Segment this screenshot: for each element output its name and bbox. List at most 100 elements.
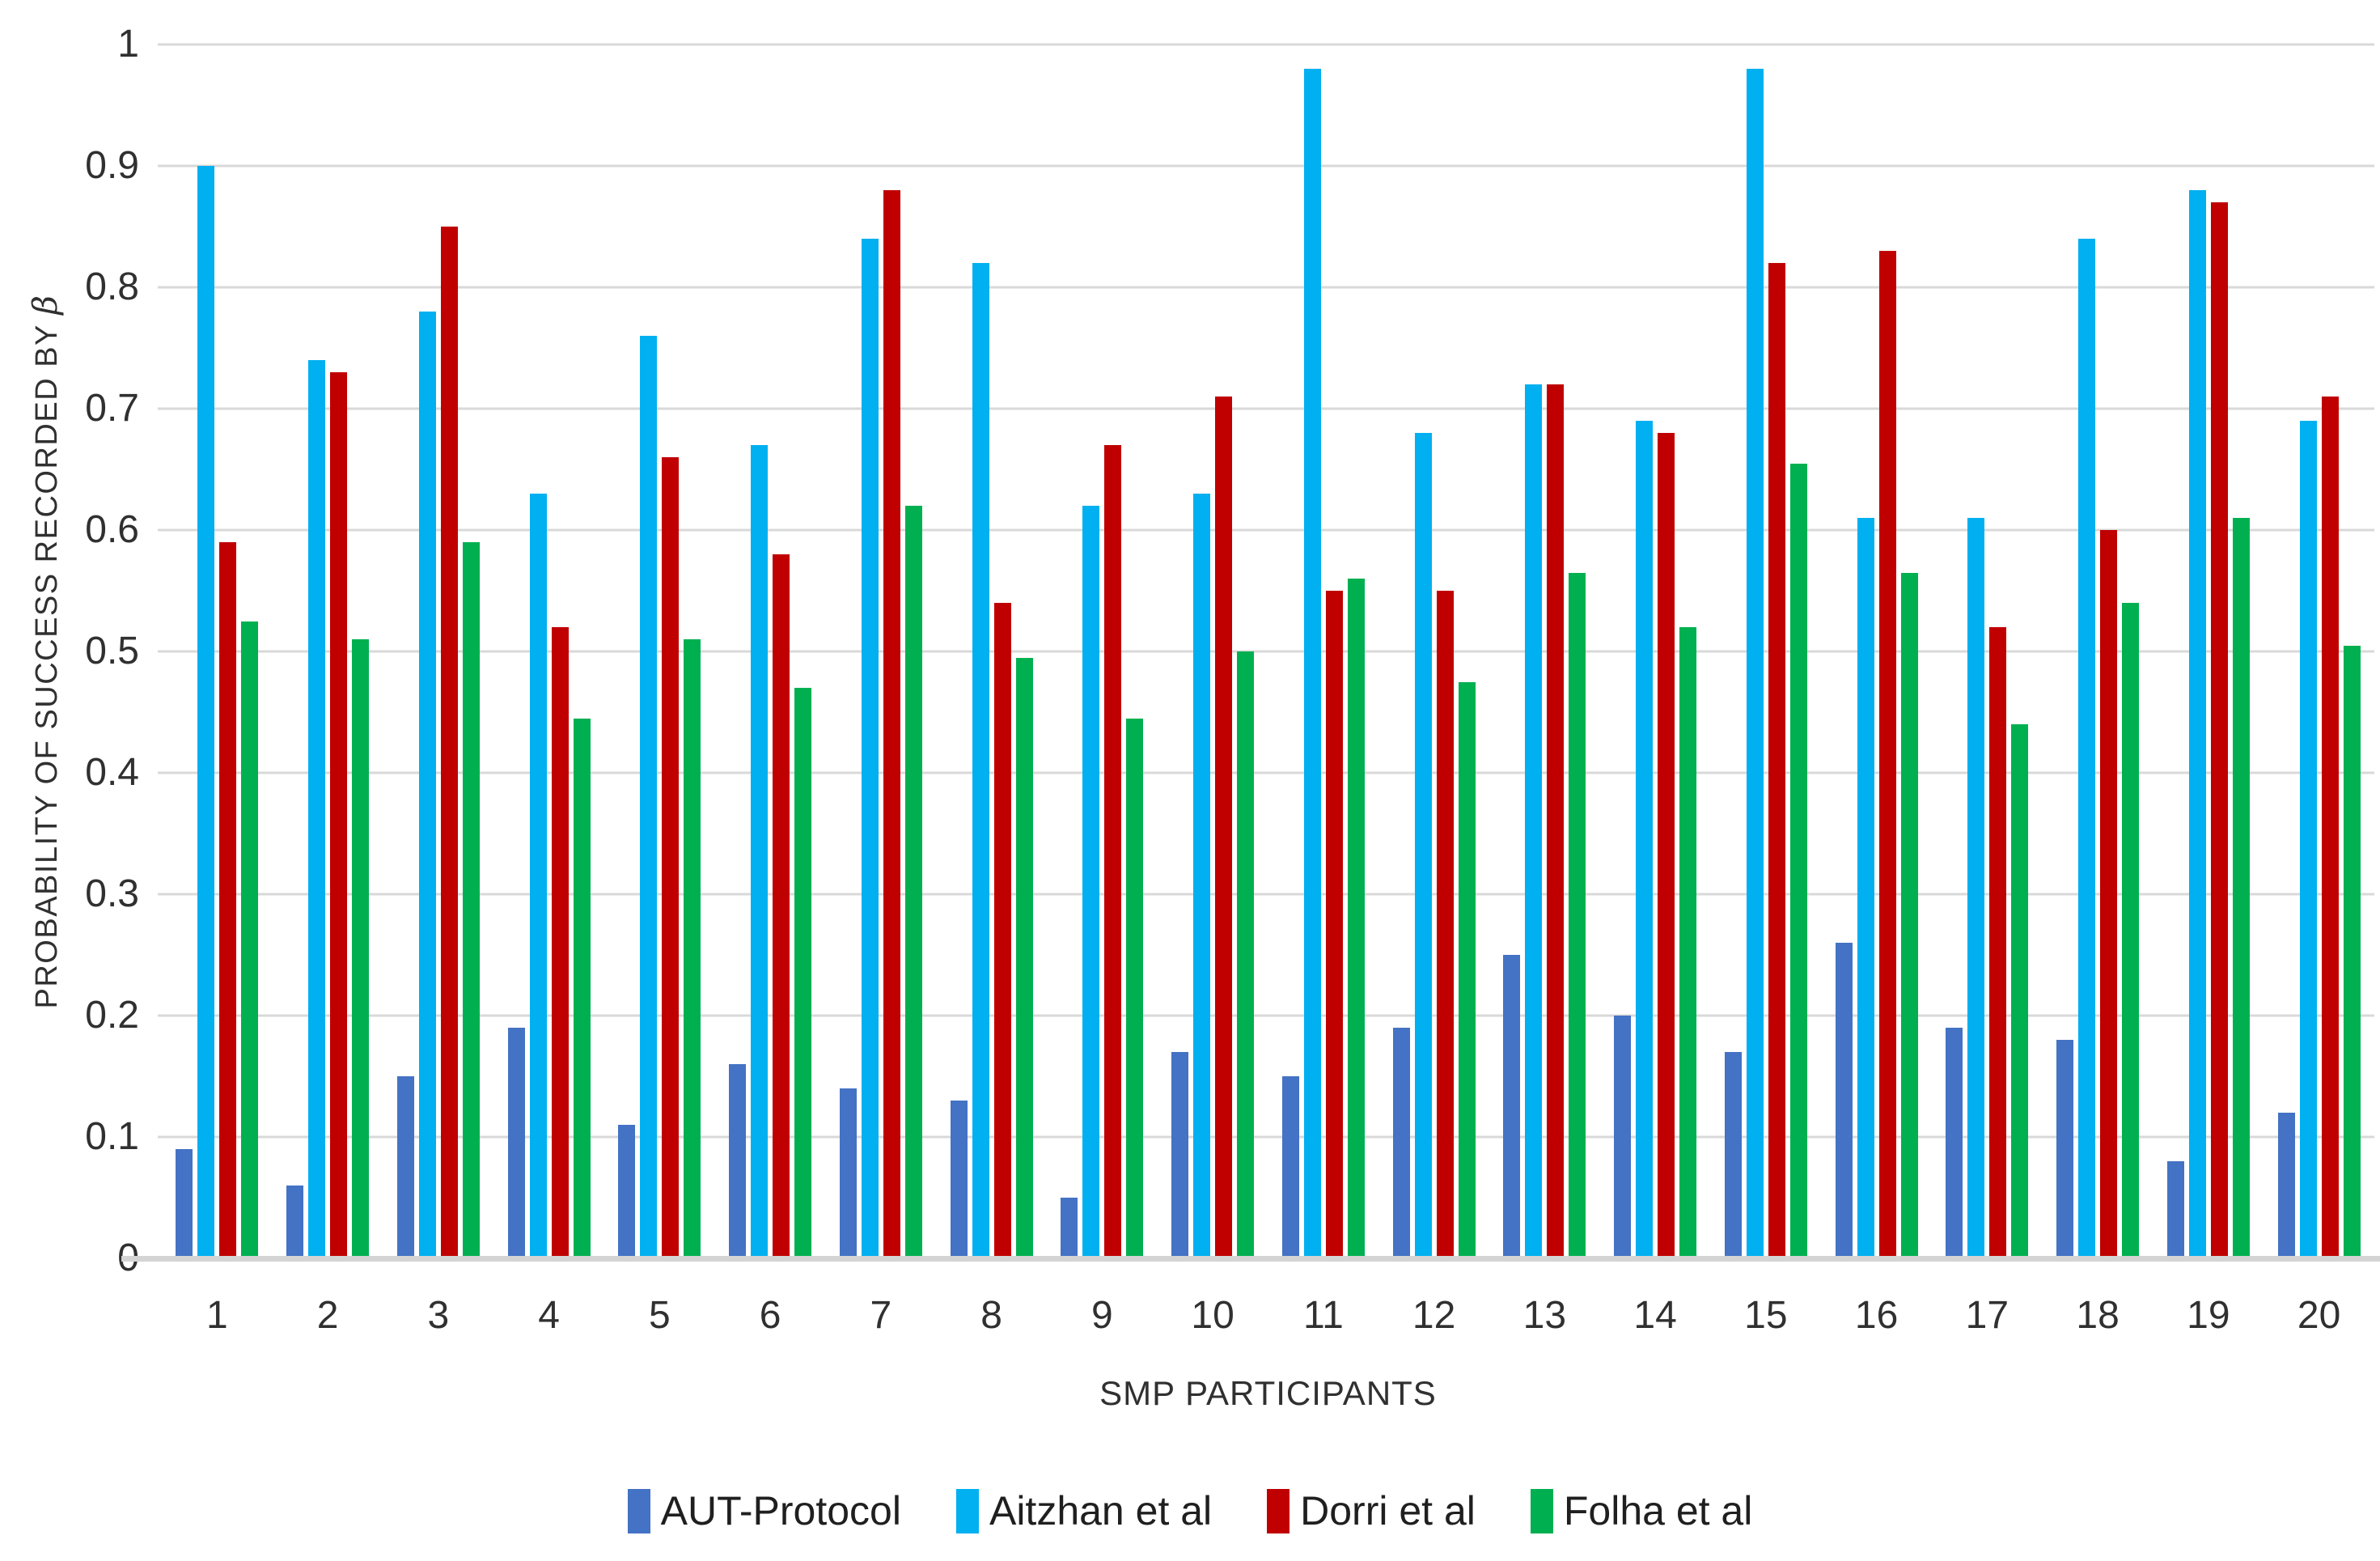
- bar-aut-protocol-participant-9: [1061, 1198, 1078, 1258]
- x-tick-label-17: 17: [1965, 1294, 2009, 1337]
- x-tick-label-7: 7: [870, 1294, 892, 1337]
- bar-folha-et-al-participant-3: [462, 542, 480, 1258]
- bar-folha-et-al-participant-19: [2232, 518, 2250, 1258]
- bar-aut-protocol-participant-12: [1392, 1028, 1410, 1258]
- bar-aitzhan-et-al-participant-2: [308, 360, 326, 1258]
- legend-label-dorri-et-al: Dorri et al: [1300, 1488, 1476, 1533]
- bar-group-15: [1711, 45, 1822, 1258]
- bar-folha-et-al-participant-8: [1015, 657, 1033, 1258]
- x-tick-label-12: 12: [1412, 1294, 1456, 1337]
- bar-aitzhan-et-al-participant-15: [1746, 69, 1764, 1258]
- legend-item-aitzhan-et-al: Aitzhan et al: [955, 1487, 1212, 1534]
- bar-aitzhan-et-al-participant-16: [1857, 518, 1874, 1258]
- bar-folha-et-al-participant-14: [1679, 627, 1697, 1258]
- legend-item-folha-et-al: Folha et al: [1530, 1487, 1753, 1534]
- bar-aut-protocol-participant-8: [950, 1101, 968, 1258]
- bar-group-19: [2153, 45, 2264, 1258]
- bar-group-2: [273, 45, 383, 1258]
- x-tick-label-14: 14: [1633, 1294, 1677, 1337]
- bar-dorri-et-al-participant-5: [662, 457, 680, 1258]
- bar-aut-protocol-participant-18: [2056, 1040, 2074, 1258]
- bar-group-9: [1047, 45, 1158, 1258]
- bar-aitzhan-et-al-participant-14: [1636, 421, 1654, 1258]
- bar-dorri-et-al-participant-11: [1325, 591, 1343, 1258]
- gridline-y-0.8: [158, 286, 2374, 289]
- bar-group-6: [715, 45, 826, 1258]
- bar-aitzhan-et-al-participant-11: [1303, 69, 1321, 1258]
- gridline-y-0.2: [158, 1014, 2374, 1017]
- bar-group-11: [1268, 45, 1379, 1258]
- bar-dorri-et-al-participant-10: [1215, 397, 1233, 1258]
- bar-aitzhan-et-al-participant-4: [529, 494, 547, 1258]
- bar-aitzhan-et-al-participant-19: [2188, 190, 2206, 1258]
- bar-group-14: [1600, 45, 1711, 1258]
- bar-folha-et-al-participant-6: [794, 688, 812, 1258]
- bar-aut-protocol-participant-4: [507, 1028, 525, 1258]
- bar-folha-et-al-participant-13: [1569, 572, 1586, 1258]
- gridline-y-0.3: [158, 893, 2374, 896]
- bar-group-7: [826, 45, 937, 1258]
- bar-aut-protocol-participant-3: [396, 1076, 414, 1258]
- bar-folha-et-al-participant-15: [1789, 463, 1807, 1258]
- bar-aitzhan-et-al-participant-13: [1525, 384, 1543, 1258]
- bar-group-4: [493, 45, 604, 1258]
- bar-dorri-et-al-participant-14: [1658, 433, 1675, 1258]
- legend-swatch-aut-protocol: [627, 1488, 650, 1533]
- legend-swatch-dorri-et-al: [1267, 1488, 1290, 1533]
- bar-aitzhan-et-al-participant-5: [640, 336, 658, 1258]
- bar-folha-et-al-participant-1: [241, 621, 259, 1258]
- bar-aut-protocol-participant-11: [1281, 1076, 1299, 1258]
- bar-folha-et-al-participant-16: [1900, 572, 1918, 1258]
- bar-folha-et-al-participant-7: [904, 506, 922, 1258]
- y-axis-tick-labels: 10.90.80.70.60.50.40.30.20.10: [0, 23, 139, 1279]
- gridline-y-0.5: [158, 650, 2374, 653]
- bar-aut-protocol-participant-1: [176, 1149, 193, 1258]
- x-tick-label-4: 4: [538, 1294, 560, 1337]
- x-tick-label-13: 13: [1522, 1294, 1567, 1337]
- bar-aitzhan-et-al-participant-7: [861, 239, 879, 1258]
- legend-swatch-folha-et-al: [1530, 1488, 1553, 1533]
- x-tick-label-15: 15: [1744, 1294, 1788, 1337]
- x-tick-label-8: 8: [980, 1294, 1002, 1337]
- bar-aut-protocol-participant-20: [2277, 1113, 2295, 1258]
- legend-label-aut-protocol: AUT-Protocol: [660, 1488, 901, 1533]
- x-tick-label-3: 3: [427, 1294, 450, 1337]
- bar-dorri-et-al-participant-20: [2321, 397, 2339, 1258]
- y-tick-label-0.8: 0.8: [85, 265, 139, 308]
- x-tick-label-5: 5: [649, 1294, 671, 1337]
- bar-aitzhan-et-al-participant-1: [197, 166, 215, 1258]
- x-tick-label-2: 2: [316, 1294, 339, 1337]
- bar-aitzhan-et-al-participant-10: [1193, 494, 1211, 1258]
- legend-item-aut-protocol: AUT-Protocol: [627, 1487, 901, 1534]
- bar-folha-et-al-participant-4: [573, 718, 591, 1258]
- y-tick-label-1: 1: [117, 23, 139, 66]
- bar-folha-et-al-participant-9: [1126, 718, 1144, 1258]
- bar-group-20: [2264, 45, 2374, 1258]
- bar-group-5: [604, 45, 715, 1258]
- x-tick-label-10: 10: [1191, 1294, 1234, 1337]
- legend-label-folha-et-al: Folha et al: [1563, 1488, 1753, 1533]
- legend: AUT-Protocol Aitzhan et al Dorri et al Folh…: [0, 1487, 2380, 1534]
- x-tick-label-11: 11: [1302, 1294, 1344, 1337]
- bar-folha-et-al-participant-18: [2122, 603, 2140, 1258]
- bar-folha-et-al-participant-17: [2011, 724, 2029, 1258]
- bar-aut-protocol-participant-13: [1503, 955, 1521, 1258]
- gridline-y-0.1: [158, 1135, 2374, 1139]
- y-tick-label-0.3: 0.3: [85, 872, 139, 915]
- bar-aitzhan-et-al-participant-12: [1414, 433, 1432, 1258]
- bar-folha-et-al-participant-12: [1458, 681, 1476, 1258]
- bar-aitzhan-et-al-participant-3: [418, 312, 436, 1258]
- y-tick-label-0.1: 0.1: [85, 1115, 139, 1158]
- bar-aitzhan-et-al-participant-8: [972, 263, 989, 1258]
- bar-aitzhan-et-al-participant-18: [2078, 239, 2096, 1258]
- bar-group-8: [936, 45, 1047, 1258]
- bar-aitzhan-et-al-participant-20: [2299, 421, 2317, 1258]
- bar-dorri-et-al-participant-18: [2100, 530, 2118, 1258]
- bar-dorri-et-al-participant-3: [440, 227, 458, 1258]
- bar-group-17: [1932, 45, 2043, 1258]
- bar-dorri-et-al-participant-17: [1989, 627, 2007, 1258]
- bar-dorri-et-al-participant-2: [330, 372, 348, 1258]
- bar-folha-et-al-participant-11: [1347, 579, 1365, 1258]
- y-tick-label-0.6: 0.6: [85, 508, 139, 551]
